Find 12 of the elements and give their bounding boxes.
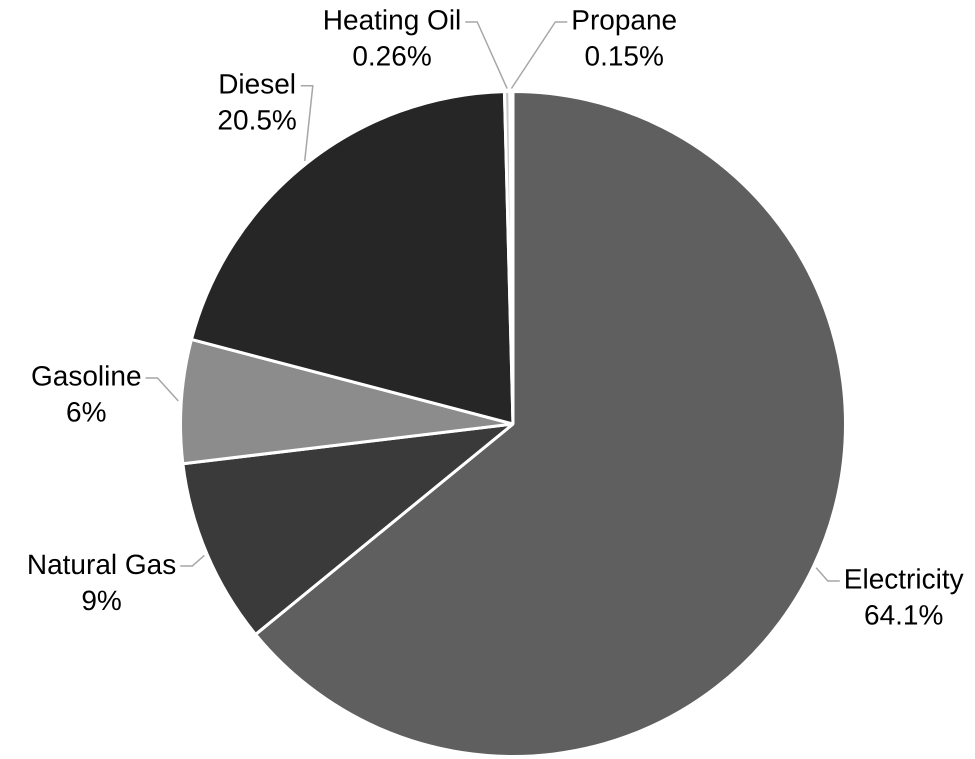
slice-label: Gasoline: [30, 360, 142, 392]
slice-label: Propane: [571, 4, 678, 36]
slice-label: Natural Gas: [26, 548, 176, 580]
data-label: 6%: [66, 396, 106, 428]
data-label: 0.15%: [584, 40, 664, 72]
data-label: 9%: [81, 584, 122, 616]
slice-label: Diesel: [218, 68, 296, 100]
data-label: 20.5%: [217, 104, 297, 136]
data-label: 0.26%: [352, 40, 432, 72]
slice-label: Electricity: [844, 564, 964, 595]
slice-label: Heating Oil: [322, 4, 462, 36]
data-label: 64.1%: [864, 600, 944, 631]
